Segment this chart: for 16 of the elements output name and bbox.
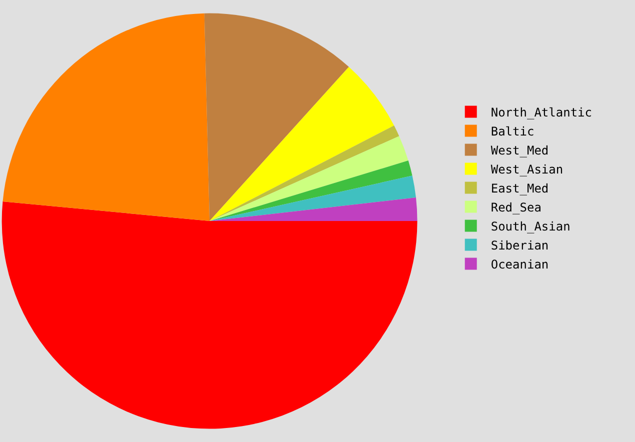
pie-slice bbox=[2, 13, 210, 221]
legend-label: South_Asian bbox=[490, 219, 570, 234]
pie-slice bbox=[2, 201, 418, 429]
legend-label: Baltic bbox=[490, 124, 534, 138]
legend-label: West_Med bbox=[490, 143, 549, 158]
pie-slice bbox=[210, 66, 394, 221]
legend-label: Oceanian bbox=[490, 257, 549, 272]
pie-slice bbox=[210, 160, 412, 221]
pie-slice bbox=[204, 13, 349, 221]
pie-slice bbox=[210, 198, 418, 221]
legend-label: West_Asian bbox=[490, 162, 564, 176]
legend-label: Red_Sea bbox=[490, 200, 542, 214]
legend-label: East_Med bbox=[490, 181, 549, 196]
pie-slice bbox=[210, 176, 416, 221]
legend-label: Siberian bbox=[490, 238, 549, 252]
legend-label: North_Atlantic bbox=[490, 105, 592, 120]
